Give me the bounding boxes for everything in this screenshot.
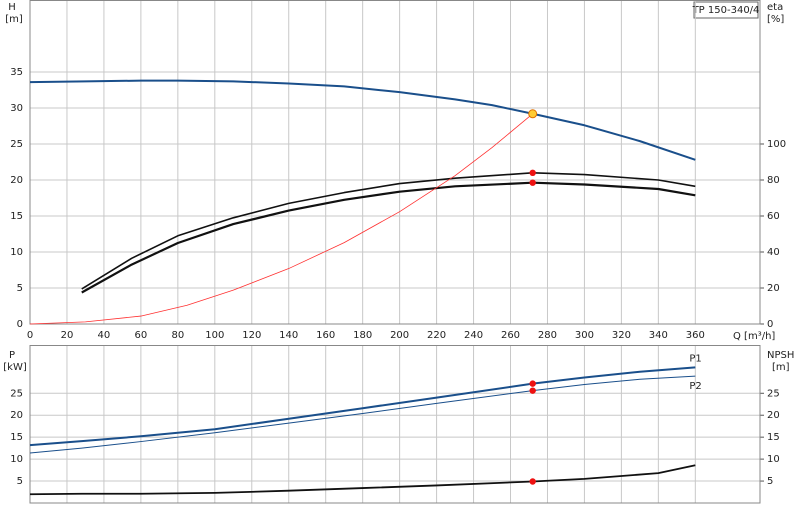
- x-tick-label: 320: [612, 330, 631, 341]
- chart-title: TP 150-340/4: [692, 5, 760, 16]
- x-tick-label: 280: [538, 330, 557, 341]
- x-tick-label: 360: [686, 330, 705, 341]
- y2-axis-unit: [%]: [767, 14, 784, 25]
- y-tick-label: 5: [17, 283, 23, 294]
- duty-marker: [529, 478, 536, 485]
- data-line: [29, 464, 696, 496]
- y2-axis-unit: [m]: [772, 362, 790, 373]
- y2-tick-label: 80: [767, 175, 780, 186]
- title-box: [693, 1, 759, 19]
- x-tick-label: 340: [649, 330, 668, 341]
- y2-tick-label: 20: [767, 283, 780, 294]
- data-line: [81, 181, 696, 294]
- duty-marker: [529, 380, 536, 387]
- y2-tick-label: 60: [767, 211, 780, 222]
- y-tick-label: 30: [10, 103, 23, 114]
- duty-marker: [529, 387, 536, 394]
- x-tick-label: 300: [575, 330, 594, 341]
- x-tick-label: 260: [501, 330, 520, 341]
- y-tick-label: 20: [10, 410, 23, 421]
- data-line: [29, 113, 533, 325]
- y-tick-label: 25: [10, 139, 23, 150]
- y-tick-label: 0: [17, 319, 23, 330]
- y-tick-label: 25: [10, 388, 23, 399]
- x-tick-label: 160: [316, 330, 335, 341]
- y-tick-label: 5: [17, 476, 23, 487]
- plot-frame: [29, 345, 761, 504]
- duty-marker: [529, 169, 536, 176]
- data-line: [29, 366, 696, 447]
- y2-tick-label: 20: [767, 410, 780, 421]
- y-tick-label: 10: [10, 454, 23, 465]
- plot-frame: [29, 0, 761, 325]
- x-tick-label: 180: [353, 330, 372, 341]
- y2-tick-label: 100: [767, 139, 786, 150]
- x-tick-label: 20: [61, 330, 74, 341]
- data-line: [29, 375, 696, 454]
- y-tick-label: 15: [10, 432, 23, 443]
- x-tick-label: 220: [427, 330, 446, 341]
- y2-tick-label: 5: [767, 476, 773, 487]
- y-axis-unit: [m]: [5, 14, 23, 25]
- y-tick-label: 10: [10, 247, 23, 258]
- x-tick-label: 100: [205, 330, 224, 341]
- data-line: [29, 79, 696, 161]
- y2-tick-label: 10: [767, 454, 780, 465]
- y2-tick-label: 40: [767, 247, 780, 258]
- x-tick-label: 0: [27, 330, 33, 341]
- x-tick-label: 140: [279, 330, 298, 341]
- x-tick-label: 120: [242, 330, 261, 341]
- duty-point: [528, 109, 538, 119]
- y-tick-label: 15: [10, 211, 23, 222]
- x-tick-label: 240: [464, 330, 483, 341]
- y2-tick-label: 25: [767, 388, 780, 399]
- y2-axis-label: NPSH: [767, 350, 794, 361]
- x-axis-label: Q [m³/h]: [733, 331, 775, 342]
- y-tick-label: 35: [10, 67, 23, 78]
- y-axis-unit: [kW]: [3, 362, 27, 373]
- series-label: P1: [689, 353, 701, 364]
- y-axis-label: P: [9, 350, 15, 361]
- duty-marker: [529, 179, 536, 186]
- x-tick-label: 200: [390, 330, 409, 341]
- x-tick-label: 60: [135, 330, 148, 341]
- y-axis-label: H: [8, 2, 16, 13]
- x-tick-label: 80: [171, 330, 184, 341]
- y-tick-label: 20: [10, 175, 23, 186]
- x-tick-label: 40: [98, 330, 111, 341]
- data-line: [81, 172, 696, 290]
- y2-tick-label: 0: [767, 319, 773, 330]
- y2-tick-label: 15: [767, 432, 780, 443]
- y2-axis-label: eta: [767, 2, 783, 13]
- series-label: P2: [689, 381, 701, 392]
